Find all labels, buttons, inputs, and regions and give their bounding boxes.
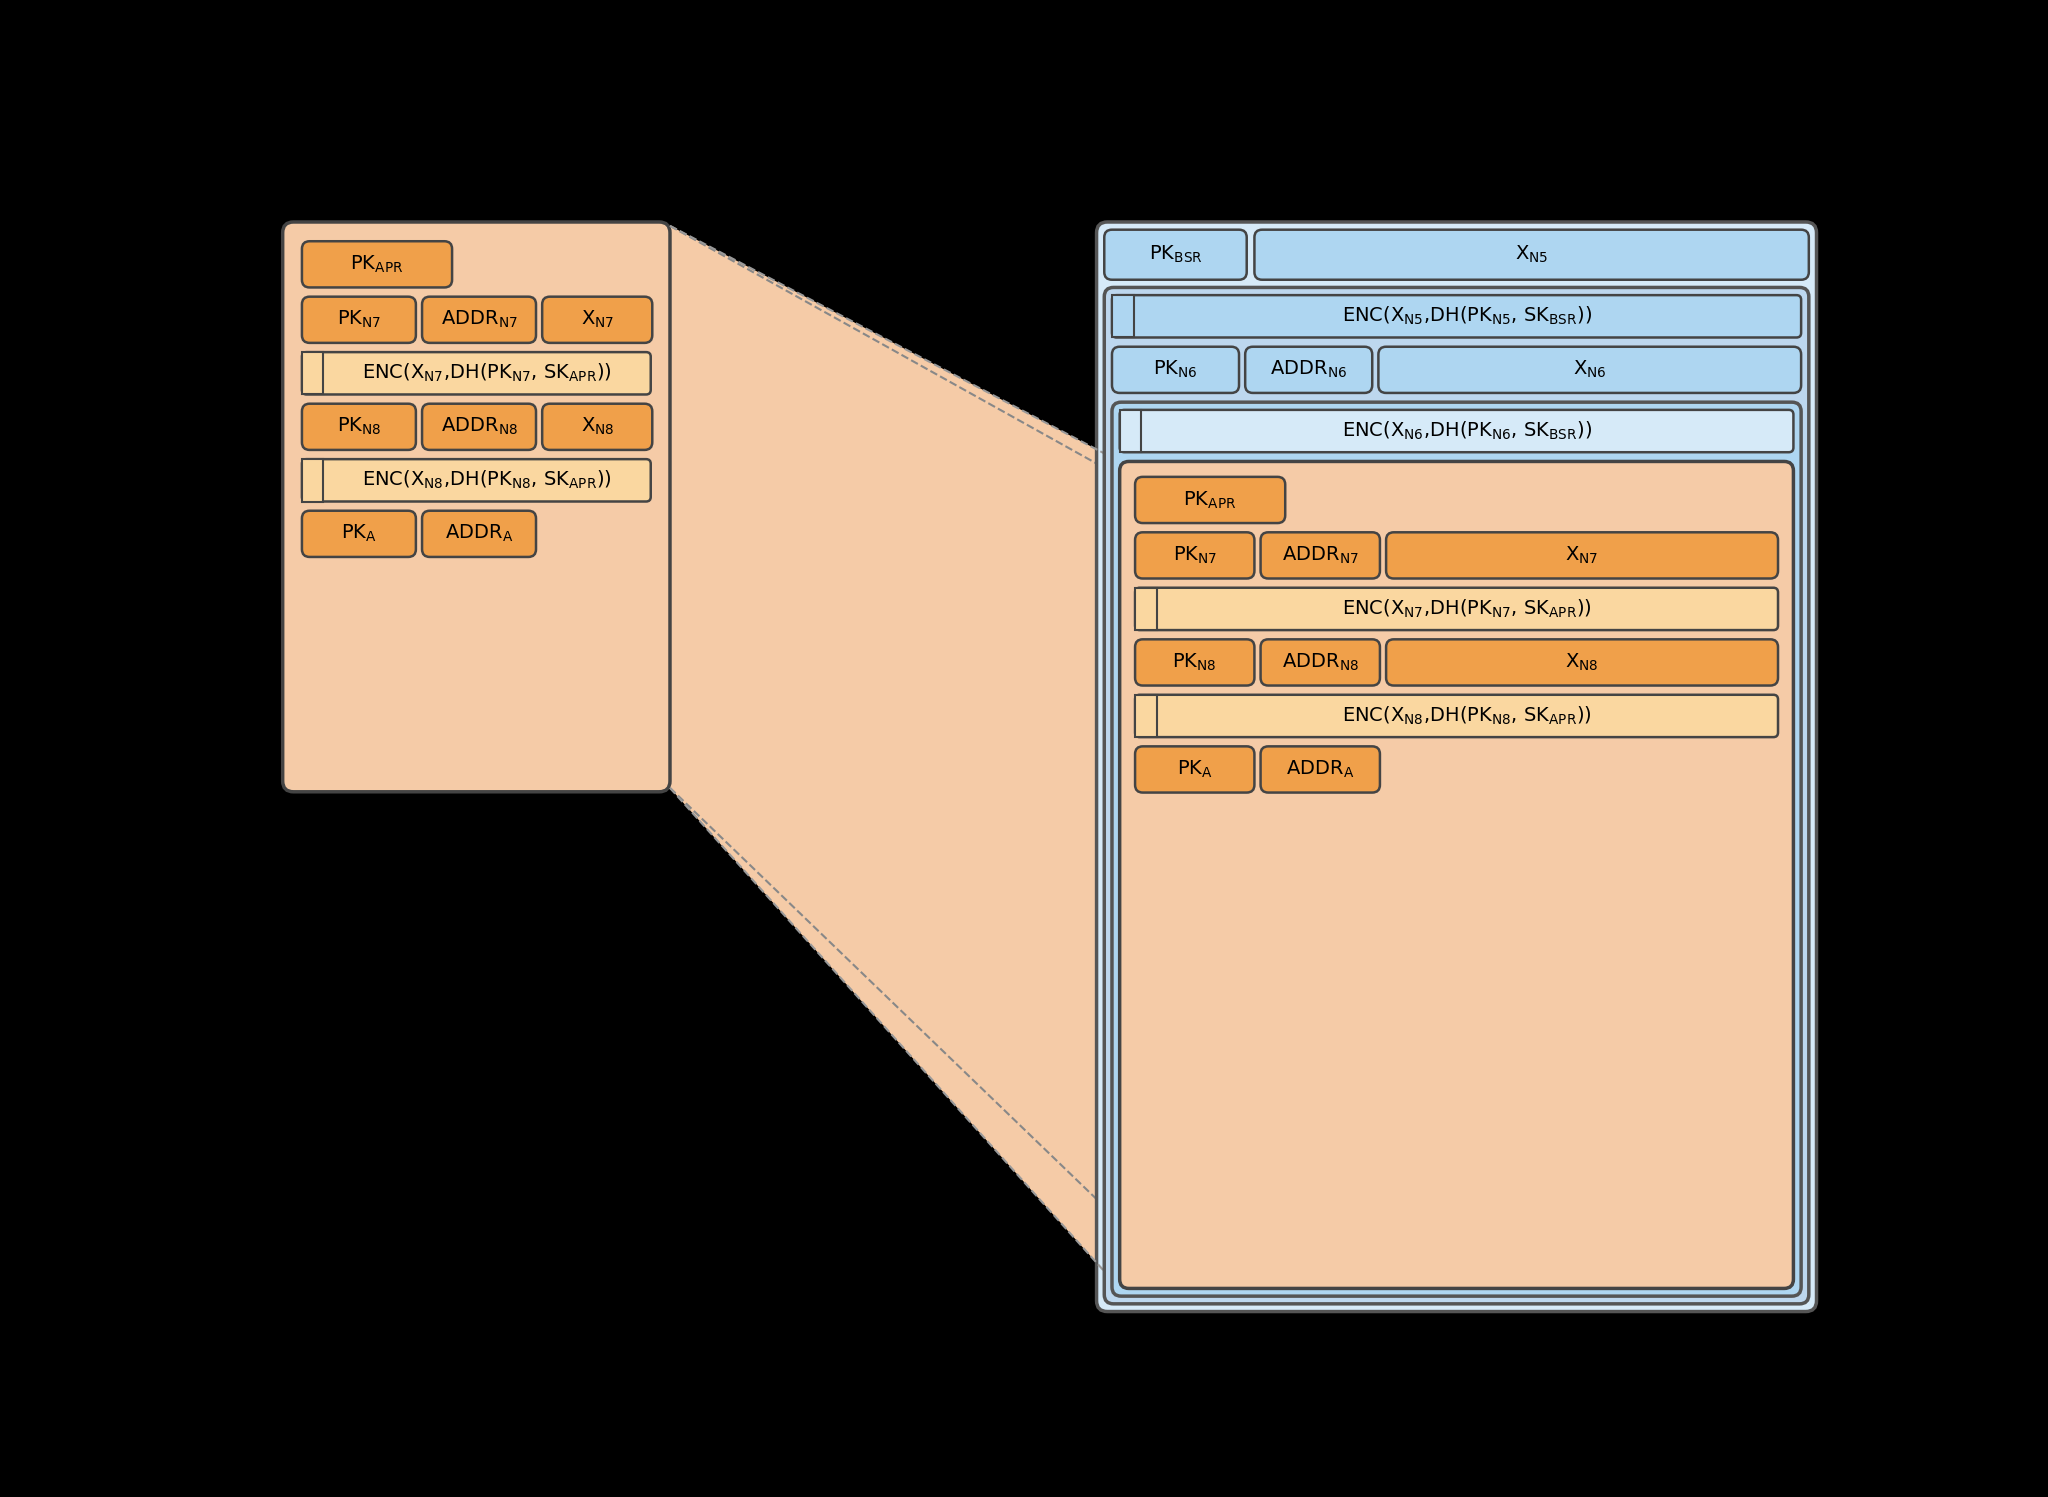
Text: X$_{\mathrm{N7}}$: X$_{\mathrm{N7}}$: [1565, 545, 1599, 566]
FancyBboxPatch shape: [1112, 295, 1800, 337]
FancyBboxPatch shape: [543, 404, 651, 451]
FancyBboxPatch shape: [1386, 533, 1778, 578]
FancyBboxPatch shape: [1135, 588, 1778, 630]
Bar: [1135, 695, 1157, 737]
Text: ADDR$_{\mathrm{N7}}$: ADDR$_{\mathrm{N7}}$: [440, 308, 518, 331]
Text: PK$_{\mathrm{N7}}$: PK$_{\mathrm{N7}}$: [336, 308, 381, 331]
FancyBboxPatch shape: [1135, 533, 1255, 578]
Bar: [301, 460, 324, 501]
FancyBboxPatch shape: [1112, 347, 1239, 392]
Text: ENC(X$_{\mathrm{N6}}$,DH(PK$_{\mathrm{N6}}$, SK$_{\mathrm{BSR}}$)): ENC(X$_{\mathrm{N6}}$,DH(PK$_{\mathrm{N6…: [1341, 419, 1593, 442]
FancyBboxPatch shape: [1112, 403, 1800, 1296]
FancyBboxPatch shape: [301, 460, 651, 501]
FancyBboxPatch shape: [1135, 639, 1255, 686]
FancyBboxPatch shape: [1262, 639, 1380, 686]
FancyBboxPatch shape: [1262, 747, 1380, 792]
FancyBboxPatch shape: [422, 296, 537, 343]
FancyBboxPatch shape: [1120, 461, 1794, 1289]
FancyBboxPatch shape: [1096, 222, 1817, 1311]
FancyBboxPatch shape: [1135, 695, 1778, 737]
FancyBboxPatch shape: [1386, 639, 1778, 686]
Text: PK$_{\mathrm{APR}}$: PK$_{\mathrm{APR}}$: [1184, 490, 1237, 510]
Text: ENC(X$_{\mathrm{N7}}$,DH(PK$_{\mathrm{N7}}$, SK$_{\mathrm{APR}}$)): ENC(X$_{\mathrm{N7}}$,DH(PK$_{\mathrm{N7…: [1341, 597, 1591, 620]
FancyBboxPatch shape: [1245, 347, 1372, 392]
FancyBboxPatch shape: [301, 510, 416, 557]
FancyBboxPatch shape: [1262, 533, 1380, 578]
FancyBboxPatch shape: [1135, 478, 1286, 522]
Text: ADDR$_{\mathrm{N6}}$: ADDR$_{\mathrm{N6}}$: [1270, 359, 1348, 380]
Text: PK$_{\mathrm{A}}$: PK$_{\mathrm{A}}$: [340, 522, 377, 545]
Text: ADDR$_{\mathrm{A}}$: ADDR$_{\mathrm{A}}$: [1286, 759, 1354, 780]
Text: PK$_{\mathrm{A}}$: PK$_{\mathrm{A}}$: [1178, 759, 1212, 780]
FancyBboxPatch shape: [1135, 747, 1255, 792]
Text: X$_{\mathrm{N8}}$: X$_{\mathrm{N8}}$: [1565, 651, 1599, 674]
Bar: [301, 352, 324, 395]
FancyBboxPatch shape: [1104, 287, 1808, 1304]
FancyBboxPatch shape: [301, 296, 416, 343]
FancyBboxPatch shape: [1255, 229, 1808, 280]
Bar: [1135, 588, 1157, 630]
FancyBboxPatch shape: [1120, 410, 1794, 452]
Text: PK$_{\mathrm{N8}}$: PK$_{\mathrm{N8}}$: [336, 416, 381, 437]
Text: X$_{\mathrm{N7}}$: X$_{\mathrm{N7}}$: [580, 308, 614, 331]
Text: ADDR$_{\mathrm{A}}$: ADDR$_{\mathrm{A}}$: [444, 522, 514, 545]
Text: X$_{\mathrm{N8}}$: X$_{\mathrm{N8}}$: [580, 416, 614, 437]
FancyBboxPatch shape: [301, 404, 416, 451]
FancyBboxPatch shape: [301, 241, 453, 287]
Text: PK$_{\mathrm{APR}}$: PK$_{\mathrm{APR}}$: [350, 253, 403, 275]
Text: PK$_{\mathrm{N8}}$: PK$_{\mathrm{N8}}$: [1171, 651, 1217, 674]
Text: PK$_{\mathrm{N7}}$: PK$_{\mathrm{N7}}$: [1174, 545, 1217, 566]
Text: X$_{\mathrm{N6}}$: X$_{\mathrm{N6}}$: [1573, 359, 1606, 380]
Bar: [1120, 410, 1141, 452]
Text: ADDR$_{\mathrm{N7}}$: ADDR$_{\mathrm{N7}}$: [1282, 545, 1358, 566]
Text: ENC(X$_{\mathrm{N8}}$,DH(PK$_{\mathrm{N8}}$, SK$_{\mathrm{APR}}$)): ENC(X$_{\mathrm{N8}}$,DH(PK$_{\mathrm{N8…: [1341, 705, 1591, 728]
FancyBboxPatch shape: [422, 510, 537, 557]
FancyBboxPatch shape: [1378, 347, 1800, 392]
FancyBboxPatch shape: [301, 352, 651, 395]
Text: ENC(X$_{\mathrm{N8}}$,DH(PK$_{\mathrm{N8}}$, SK$_{\mathrm{APR}}$)): ENC(X$_{\mathrm{N8}}$,DH(PK$_{\mathrm{N8…: [362, 469, 612, 491]
FancyBboxPatch shape: [422, 404, 537, 451]
Polygon shape: [670, 226, 1120, 1289]
Bar: [1112, 295, 1133, 337]
Text: PK$_{\mathrm{N6}}$: PK$_{\mathrm{N6}}$: [1153, 359, 1198, 380]
FancyBboxPatch shape: [543, 296, 651, 343]
Text: X$_{\mathrm{N5}}$: X$_{\mathrm{N5}}$: [1516, 244, 1548, 265]
FancyBboxPatch shape: [1104, 229, 1247, 280]
FancyBboxPatch shape: [283, 222, 670, 792]
Text: PK$_{\mathrm{BSR}}$: PK$_{\mathrm{BSR}}$: [1149, 244, 1202, 265]
Text: ADDR$_{\mathrm{N8}}$: ADDR$_{\mathrm{N8}}$: [1282, 651, 1358, 674]
Text: ADDR$_{\mathrm{N8}}$: ADDR$_{\mathrm{N8}}$: [440, 416, 518, 437]
Text: ENC(X$_{\mathrm{N5}}$,DH(PK$_{\mathrm{N5}}$, SK$_{\mathrm{BSR}}$)): ENC(X$_{\mathrm{N5}}$,DH(PK$_{\mathrm{N5…: [1341, 305, 1593, 328]
Text: ENC(X$_{\mathrm{N7}}$,DH(PK$_{\mathrm{N7}}$, SK$_{\mathrm{APR}}$)): ENC(X$_{\mathrm{N7}}$,DH(PK$_{\mathrm{N7…: [362, 362, 612, 385]
